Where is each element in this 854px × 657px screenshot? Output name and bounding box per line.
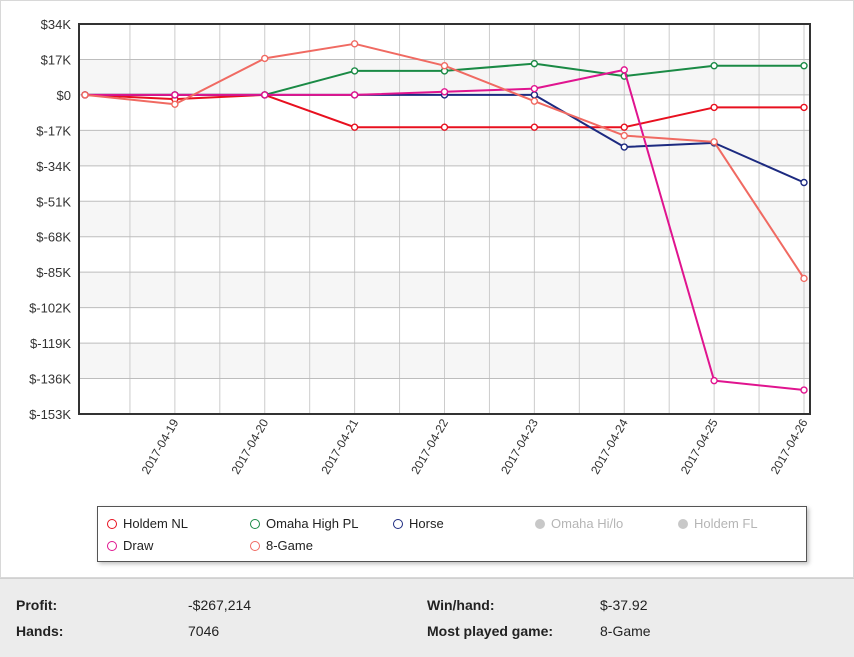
legend-label: Horse — [409, 516, 444, 531]
line-chart: $34K $17K $0 $-17K $-34K $-51K $-68K $-85K $-102… — [29, 17, 811, 477]
stats-panel: Profit: -$267,214 Win/hand: $-37.92 Hand… — [0, 578, 854, 657]
most-played-label: Most played game: — [427, 623, 554, 639]
y-tick-label: $-153K — [29, 407, 71, 422]
legend-marker-icon — [250, 518, 260, 529]
plot-border — [78, 23, 811, 415]
data-point — [620, 131, 628, 140]
data-point — [620, 143, 628, 151]
data-point — [800, 103, 808, 112]
data-point — [440, 88, 449, 96]
data-point — [440, 62, 449, 70]
data-point — [81, 91, 89, 99]
y-tick-label: $0 — [57, 88, 71, 103]
win-per-hand-label: Win/hand: — [427, 597, 495, 613]
profit-value: -$267,214 — [188, 597, 252, 613]
most-played-value: 8-Game — [600, 623, 651, 639]
x-tick-label: 2017-04-19 — [139, 416, 182, 476]
x-tick-label: 2017-04-22 — [408, 416, 451, 476]
x-tick-label: 2017-04-26 — [768, 416, 811, 476]
data-point — [261, 54, 269, 63]
legend-marker-icon — [250, 540, 260, 551]
legend-label: Omaha High PL — [266, 516, 359, 531]
y-tick-label: $-51K — [36, 194, 71, 209]
legend-label: 8-Game — [266, 538, 313, 553]
data-point — [710, 376, 718, 385]
x-tick-label: 2017-04-24 — [588, 416, 631, 476]
legend-marker-icon — [107, 518, 117, 529]
data-point — [350, 67, 359, 75]
legend-item-omaha-high-pl[interactable]: Omaha High PL — [250, 516, 359, 531]
data-point — [440, 123, 449, 131]
data-point — [620, 123, 628, 131]
legend-item-draw[interactable]: Draw — [107, 538, 153, 553]
legend-marker-icon — [107, 540, 117, 551]
legend-marker-icon — [393, 518, 403, 529]
data-point — [261, 91, 269, 99]
data-point — [620, 66, 628, 74]
data-point — [171, 91, 179, 99]
legend-item-holdem-nl[interactable]: Holdem NL — [107, 516, 188, 531]
legend-label: Omaha Hi/lo — [551, 516, 624, 531]
data-point — [800, 274, 808, 283]
y-tick-label: $-68K — [36, 230, 71, 245]
legend-marker-icon — [535, 518, 545, 529]
data-point — [530, 59, 539, 68]
data-point — [710, 138, 718, 146]
y-tick-label: $34K — [41, 17, 72, 32]
legend-item-holdem-fl[interactable]: Holdem FL — [678, 516, 758, 531]
data-point — [800, 386, 808, 394]
legend-item-8-game[interactable]: 8-Game — [250, 538, 313, 553]
data-point — [800, 178, 808, 187]
hands-label: Hands: — [16, 623, 64, 639]
y-tick-label: $-119K — [30, 336, 71, 351]
data-point — [350, 91, 359, 99]
legend-item-omaha-hi-lo[interactable]: Omaha Hi/lo — [535, 516, 623, 531]
y-tick-label: $-34K — [36, 159, 71, 174]
data-point — [710, 103, 718, 112]
legend-marker-icon — [678, 518, 688, 529]
x-tick-label: 2017-04-20 — [229, 416, 272, 476]
data-point — [530, 97, 539, 105]
legend-item-horse[interactable]: Horse — [393, 516, 444, 531]
x-tick-label: 2017-04-21 — [318, 416, 361, 476]
chart-panel: $34K $17K $0 $-17K $-34K $-51K $-68K $-85K $-102… — [0, 0, 854, 578]
win-per-hand-value: $-37.92 — [600, 597, 648, 613]
x-tick-label: 2017-04-25 — [678, 416, 721, 476]
legend-label: Holdem NL — [123, 516, 189, 531]
y-tick-label: $-17K — [36, 123, 71, 138]
chart-legend: Holdem NL Omaha High PL Horse Omaha Hi/l… — [97, 506, 807, 562]
profit-label: Profit: — [16, 597, 58, 613]
data-point — [530, 123, 539, 131]
y-tick-label: $17K — [41, 52, 72, 67]
data-point — [800, 62, 808, 70]
data-point — [530, 84, 539, 93]
legend-label: Holdem FL — [694, 516, 758, 531]
data-point — [710, 62, 718, 70]
y-tick-label: $-102K — [29, 301, 71, 316]
data-point — [350, 123, 359, 131]
data-point — [171, 100, 179, 108]
hands-value: 7046 — [188, 623, 220, 639]
legend-label: Draw — [123, 538, 154, 553]
data-point — [530, 91, 539, 99]
y-tick-label: $-136K — [29, 372, 71, 387]
data-point — [350, 40, 359, 48]
y-tick-label: $-85K — [36, 265, 71, 280]
x-tick-label: 2017-04-23 — [498, 416, 541, 476]
